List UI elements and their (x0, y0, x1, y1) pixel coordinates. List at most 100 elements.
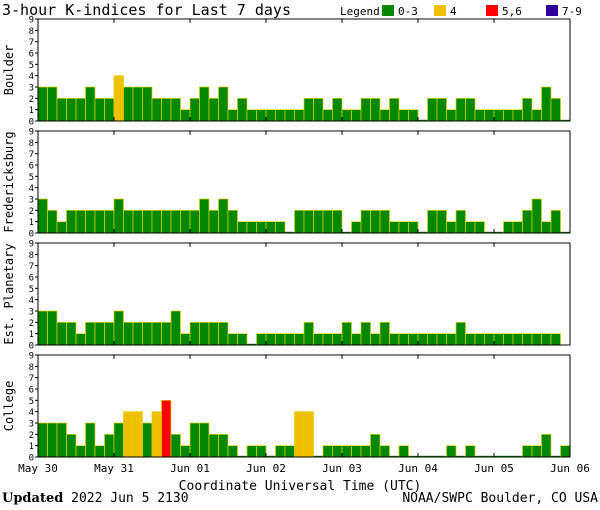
bar-boulder-55 (560, 119, 570, 121)
bar-college-27 (294, 411, 305, 458)
bar-est-planetary-47 (484, 333, 495, 346)
bar-college-33 (351, 445, 362, 458)
bar-college-50 (513, 455, 523, 457)
bar-boulder-18 (208, 97, 219, 122)
y-tick-label: 3 (29, 308, 34, 318)
updated-value: 2022 Jun 5 2130 (71, 491, 189, 506)
bar-boulder-28 (303, 97, 314, 122)
bar-fredericksburg-42 (436, 209, 447, 234)
bar-boulder-50 (512, 109, 523, 122)
bar-college-10 (132, 411, 143, 458)
bar-boulder-12 (151, 97, 162, 122)
x-axis: May 30 May 31 Jun 01 Jun 02 Jun 03 Jun 04 Jun … (18, 462, 590, 475)
bar-est-planetary-45 (465, 333, 476, 346)
bar-boulder-45 (465, 97, 476, 122)
bar-boulder-44 (455, 97, 466, 122)
bar-fredericksburg-52 (531, 198, 542, 234)
bar-boulder-30 (322, 109, 333, 122)
bar-college-55 (560, 445, 571, 458)
bar-college-2 (56, 422, 67, 458)
bar-est-planetary-16 (189, 321, 200, 346)
bar-fredericksburg-38 (398, 221, 409, 234)
bar-college-48 (494, 455, 504, 457)
legend-swatch-0 (382, 5, 394, 16)
bar-boulder-2 (56, 97, 67, 122)
y-tick-label: 1 (29, 106, 34, 116)
y-tick-label: 1 (29, 442, 34, 452)
y-tick-label: 0 (29, 342, 34, 352)
bar-boulder-0 (37, 86, 48, 122)
bar-boulder-16 (189, 97, 200, 122)
x-tick-label: Jun 05 (474, 462, 514, 475)
bar-est-planetary-48 (493, 333, 504, 346)
bar-boulder-48 (493, 109, 504, 122)
updated-label: Updated (2, 491, 64, 506)
bar-boulder-54 (550, 97, 561, 122)
bar-college-49 (503, 455, 513, 457)
bar-boulder-52 (531, 109, 542, 122)
y-tick-label: 7 (29, 262, 34, 272)
bar-college-5 (85, 422, 96, 458)
x-tick-label: Jun 02 (246, 462, 286, 475)
bar-college-20 (227, 445, 238, 458)
bar-boulder-21 (237, 97, 248, 122)
panel-college: 0 123 456 789 College (2, 352, 571, 464)
bar-college-1 (47, 422, 58, 458)
bar-college-21 (237, 455, 247, 457)
bar-est-planetary-40 (417, 333, 428, 346)
chart-title: 3-hour K-indices for Last 7 days (2, 1, 291, 19)
bar-est-planetary-36 (379, 321, 390, 346)
y-tick-label: 7 (29, 150, 34, 160)
panel-boulder: 0 123 456 789 Boulder (2, 16, 571, 128)
bar-est-planetary-52 (531, 333, 542, 346)
bar-college-38 (398, 445, 409, 458)
bar-fredericksburg-29 (313, 209, 324, 234)
bar-boulder-47 (484, 109, 495, 122)
bar-fredericksburg-33 (351, 221, 362, 234)
bar-est-planetary-30 (322, 333, 333, 346)
bar-fredericksburg-30 (322, 209, 333, 234)
y-tick-label: 8 (29, 251, 34, 261)
panel-est-planetary: 0 123 456 789 Est. Planetary (2, 240, 571, 352)
bar-college-43 (446, 445, 457, 458)
bar-fredericksburg-15 (180, 209, 191, 234)
bar-est-planetary-43 (446, 333, 457, 346)
bar-est-planetary-44 (455, 321, 466, 346)
bar-fredericksburg-28 (303, 209, 314, 234)
bar-college-29 (313, 455, 323, 457)
y-tick-label: 3 (29, 420, 34, 430)
bar-boulder-31 (332, 97, 343, 122)
bar-college-6 (94, 445, 105, 458)
y-tick-label: 4 (29, 72, 34, 82)
legend-swatch-2 (486, 5, 498, 16)
bar-est-planetary-23 (256, 333, 267, 346)
bar-fredericksburg-25 (275, 221, 286, 234)
legend-entry-0: 0-3 (398, 5, 418, 18)
bar-boulder-8 (113, 75, 124, 122)
y-tick-label: 0 (29, 118, 34, 128)
y-tick-label: 5 (29, 285, 34, 295)
bar-fredericksburg-16 (189, 209, 200, 234)
bar-est-planetary-42 (436, 333, 447, 346)
bar-boulder-15 (180, 109, 191, 122)
bar-est-planetary-51 (522, 333, 533, 346)
bar-est-planetary-50 (512, 333, 523, 346)
y-tick-label: 8 (29, 363, 34, 373)
bar-fredericksburg-32 (342, 231, 352, 233)
legend-entry-1: 4 (450, 5, 457, 18)
y-tick-label: 2 (29, 431, 34, 441)
bar-est-planetary-15 (180, 333, 191, 346)
bar-college-18 (208, 433, 219, 458)
x-tick-label: Jun 06 (550, 462, 590, 475)
bar-boulder-46 (474, 109, 485, 122)
bar-est-planetary-27 (294, 333, 305, 346)
y-tick-label: 1 (29, 218, 34, 228)
bar-college-52 (531, 445, 542, 458)
bar-fredericksburg-21 (237, 221, 248, 234)
bar-fredericksburg-48 (494, 231, 504, 233)
bar-college-15 (180, 445, 191, 458)
bar-fredericksburg-37 (389, 221, 400, 234)
bar-fredericksburg-22 (246, 221, 257, 234)
bar-boulder-26 (284, 109, 295, 122)
bar-est-planetary-14 (170, 310, 181, 346)
